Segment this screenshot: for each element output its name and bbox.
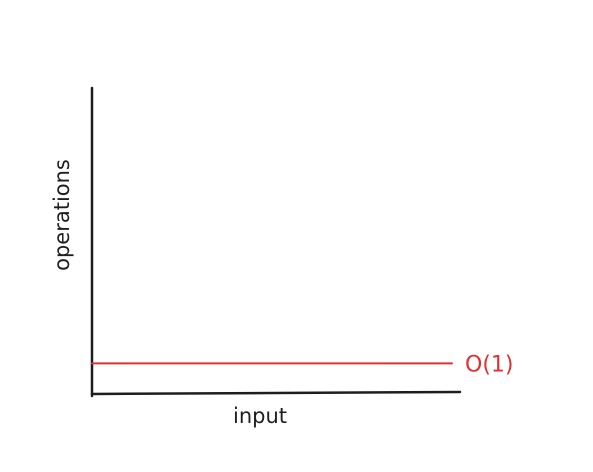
y-axis-label: operations [50,159,74,271]
series-layer: O(1) [91,352,513,377]
x-axis-line [90,390,462,396]
x-axis-label: input [233,404,287,428]
series-label-0: O(1) [465,352,513,377]
